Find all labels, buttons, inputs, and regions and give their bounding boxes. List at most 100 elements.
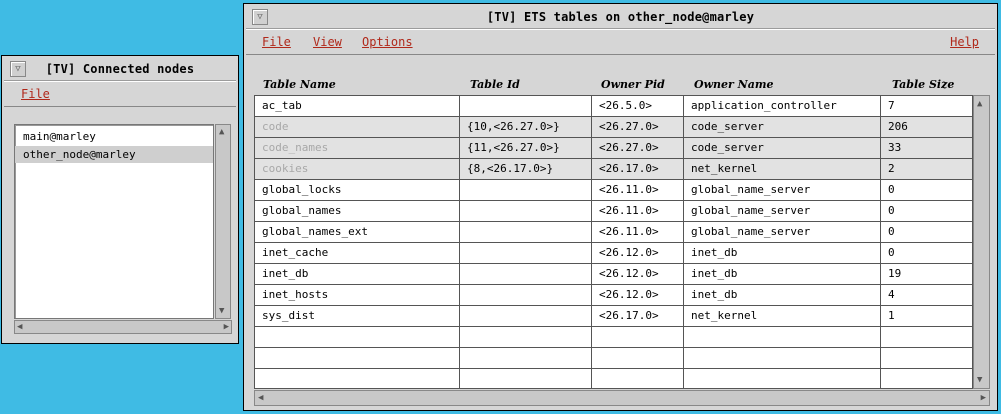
cell-owner-name[interactable]: inet_db — [684, 285, 881, 305]
title-bar[interactable]: ▽ [TV] ETS tables on other_node@marley — [246, 6, 995, 29]
scroll-left-icon[interactable]: ◀ — [17, 322, 23, 332]
cell-owner-name[interactable]: net_kernel — [684, 306, 881, 326]
cell-table-size[interactable]: 0 — [888, 225, 895, 238]
cell-table-name[interactable]: global_names — [255, 201, 460, 221]
cell-owner-pid[interactable] — [592, 327, 684, 347]
cell-table-name[interactable] — [255, 369, 460, 388]
cell-owner-name[interactable] — [684, 327, 881, 347]
cell-owner-name[interactable]: net_kernel — [684, 159, 881, 179]
cell-table-name[interactable]: sys_dist — [255, 306, 460, 326]
cell-owner-pid[interactable]: <26.17.0> — [592, 306, 684, 326]
cell-owner-pid[interactable]: <26.12.0> — [592, 285, 684, 305]
scroll-left-icon[interactable]: ◀ — [258, 393, 264, 403]
cell-table-size[interactable] — [881, 369, 972, 388]
cell-table-id[interactable]: {8,<26.17.0>} — [460, 159, 592, 179]
cell-table-name[interactable]: inet_hosts — [255, 285, 460, 305]
cell-table-id[interactable] — [460, 264, 592, 284]
cell-table-id[interactable] — [460, 180, 592, 200]
column-header-owner-pid[interactable]: Owner Pid — [601, 78, 665, 91]
window-menu-button[interactable]: ▽ — [252, 9, 268, 25]
table-vertical-scrollbar[interactable]: ▲ ▼ — [973, 95, 990, 389]
cell-table-id[interactable] — [460, 201, 592, 221]
table-row[interactable]: inet_cache <26.12.0> inet_db 0 — [255, 243, 972, 264]
cell-owner-pid[interactable]: <26.12.0> — [592, 243, 684, 263]
node-list-vertical-scrollbar[interactable]: ▲ ▼ — [215, 124, 231, 319]
table-row[interactable] — [255, 348, 972, 369]
cell-owner-pid[interactable] — [592, 369, 684, 388]
table-row[interactable]: global_locks <26.11.0> global_name_server 0 — [255, 180, 972, 201]
cell-table-name[interactable]: global_names_ext — [255, 222, 460, 242]
scroll-down-icon[interactable]: ▼ — [977, 375, 983, 385]
menu-view[interactable]: View — [313, 30, 342, 54]
cell-table-id[interactable] — [460, 285, 592, 305]
cell-owner-pid[interactable]: <26.5.0> — [592, 96, 684, 116]
cell-owner-name[interactable]: global_name_server — [684, 180, 881, 200]
cell-table-size[interactable]: 4 — [888, 288, 895, 301]
cell-table-size[interactable]: 0 — [888, 183, 895, 196]
cell-table-name[interactable]: code_names — [255, 138, 460, 158]
cell-owner-name[interactable] — [684, 348, 881, 368]
scroll-down-icon[interactable]: ▼ — [219, 306, 225, 316]
table-horizontal-scrollbar[interactable]: ◀ ▶ — [254, 390, 990, 406]
cell-table-name[interactable] — [255, 348, 460, 368]
cell-owner-name[interactable]: global_name_server — [684, 222, 881, 242]
node-list-item[interactable]: main@marley — [23, 130, 96, 143]
table-row[interactable]: cookies {8,<26.17.0>} <26.17.0> net_kernel 2 — [255, 159, 972, 180]
table-row[interactable]: code {10,<26.27.0>} <26.27.0> code_server 20… — [255, 117, 972, 138]
cell-owner-name[interactable]: code_server — [684, 138, 881, 158]
cell-owner-name[interactable] — [684, 369, 881, 388]
table-row[interactable]: inet_db <26.12.0> inet_db 19 — [255, 264, 972, 285]
cell-table-id[interactable] — [460, 369, 592, 388]
table-row[interactable]: global_names_ext <26.11.0> global_name_ser… — [255, 222, 972, 243]
cell-owner-pid[interactable]: <26.12.0> — [592, 264, 684, 284]
cell-table-size[interactable] — [881, 348, 972, 368]
cell-owner-pid[interactable]: <26.11.0> — [592, 180, 684, 200]
cell-table-name[interactable]: inet_db — [255, 264, 460, 284]
menu-help[interactable]: Help — [950, 30, 979, 54]
cell-table-id[interactable] — [460, 243, 592, 263]
node-list[interactable]: main@marley other_node@marley — [14, 124, 214, 319]
cell-table-name[interactable]: inet_cache — [255, 243, 460, 263]
column-header-table-size[interactable]: Table Size — [892, 78, 955, 91]
cell-table-name[interactable]: code — [255, 117, 460, 137]
scroll-up-icon[interactable]: ▲ — [977, 99, 983, 109]
cell-table-size[interactable]: 0 — [888, 246, 895, 259]
scroll-up-icon[interactable]: ▲ — [219, 127, 225, 137]
cell-owner-name[interactable]: inet_db — [684, 264, 881, 284]
cell-table-size[interactable]: 33 — [888, 141, 902, 154]
cell-table-id[interactable]: {11,<26.27.0>} — [460, 138, 592, 158]
cell-owner-pid[interactable]: <26.11.0> — [592, 222, 684, 242]
cell-table-size[interactable]: 7 — [888, 99, 895, 112]
cell-owner-name[interactable]: inet_db — [684, 243, 881, 263]
table-row[interactable] — [255, 327, 972, 348]
cell-table-id[interactable] — [460, 348, 592, 368]
table-row[interactable]: sys_dist <26.17.0> net_kernel 1 — [255, 306, 972, 327]
cell-table-id[interactable] — [460, 306, 592, 326]
menu-options[interactable]: Options — [362, 30, 413, 54]
scroll-right-icon[interactable]: ▶ — [223, 322, 229, 332]
cell-owner-pid[interactable]: <26.11.0> — [592, 201, 684, 221]
cell-owner-name[interactable]: application_controller — [684, 96, 881, 116]
cell-owner-name[interactable]: global_name_server — [684, 201, 881, 221]
menu-file[interactable]: File — [262, 30, 291, 54]
column-header-owner-name[interactable]: Owner Name — [694, 78, 774, 91]
column-header-table-id[interactable]: Table Id — [470, 78, 520, 91]
window-menu-button[interactable]: ▽ — [10, 61, 26, 77]
cell-owner-pid[interactable]: <26.27.0> — [592, 117, 684, 137]
cell-table-size[interactable]: 19 — [888, 267, 902, 280]
title-bar[interactable]: ▽ [TV] Connected nodes — [4, 58, 236, 81]
table-row[interactable]: ac_tab <26.5.0> application_controller 7 — [255, 96, 972, 117]
cell-table-size[interactable]: 206 — [888, 120, 908, 133]
cell-table-name[interactable]: global_locks — [255, 180, 460, 200]
table-row[interactable]: code_names {11,<26.27.0>} <26.27.0> code_se… — [255, 138, 972, 159]
cell-table-id[interactable] — [460, 327, 592, 347]
table-row[interactable]: global_names <26.11.0> global_name_server 0 — [255, 201, 972, 222]
cell-owner-name[interactable]: code_server — [684, 117, 881, 137]
cell-owner-pid[interactable]: <26.17.0> — [592, 159, 684, 179]
cell-table-size[interactable]: 2 — [888, 162, 895, 175]
cell-owner-pid[interactable] — [592, 348, 684, 368]
cell-table-size[interactable] — [881, 327, 972, 347]
cell-table-size[interactable]: 1 — [888, 309, 895, 322]
cell-table-id[interactable]: {10,<26.27.0>} — [460, 117, 592, 137]
cell-table-name[interactable]: cookies — [255, 159, 460, 179]
